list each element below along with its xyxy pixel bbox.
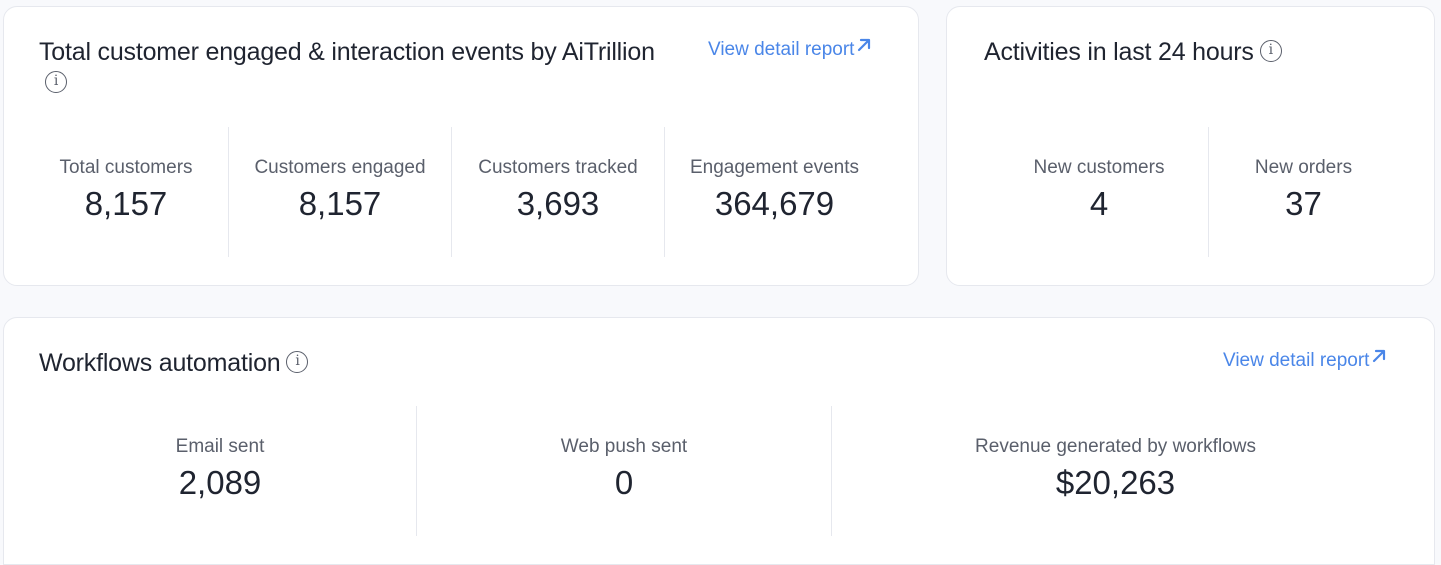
view-detail-report-label: View detail report: [1223, 350, 1370, 372]
stat-value: $20,263: [1055, 464, 1176, 501]
info-icon[interactable]: i: [1259, 40, 1282, 63]
stat-engagement-events: Engagement events 364,679: [664, 127, 884, 257]
stat-value: 8,157: [298, 185, 382, 222]
engagement-card-title: Total customer engaged & interaction eve…: [39, 37, 659, 99]
stat-value: 2,089: [178, 464, 262, 501]
view-detail-report-label: View detail report: [708, 39, 855, 61]
activities-card: Activities in last 24 hours i New custome…: [946, 6, 1435, 286]
stat-value: 37: [1285, 185, 1322, 222]
engagement-stats-row: Total customers 8,157 Customers engaged …: [24, 127, 884, 257]
stat-value: 8,157: [84, 185, 168, 222]
stat-value: 364,679: [714, 185, 835, 222]
stat-label: Engagement events: [689, 157, 859, 178]
stat-customers-engaged: Customers engaged 8,157: [228, 127, 451, 257]
stat-label: New customers: [1033, 157, 1165, 178]
info-icon[interactable]: i: [286, 351, 309, 374]
stat-label: Web push sent: [560, 436, 688, 457]
stat-revenue-generated: Revenue generated by workflows $20,263: [831, 406, 1399, 536]
stat-value: 4: [1089, 185, 1109, 222]
stat-label: Total customers: [59, 157, 193, 178]
stat-web-push-sent: Web push sent 0: [416, 406, 831, 536]
workflows-title-text: Workflows automation: [39, 349, 281, 377]
stat-value: 0: [614, 464, 634, 501]
stat-value: 3,693: [516, 185, 600, 222]
activities-stats-row: New customers 4 New orders 37: [990, 127, 1398, 257]
stat-new-customers: New customers 4: [990, 127, 1208, 257]
workflows-card-title: Workflows automation i: [39, 348, 539, 379]
stat-label: Customers tracked: [478, 157, 638, 178]
engagement-title-text: Total customer engaged & interaction eve…: [39, 38, 655, 66]
activities-title-text: Activities in last 24 hours: [984, 38, 1254, 66]
engagement-card: Total customer engaged & interaction eve…: [3, 6, 919, 286]
view-detail-report-link[interactable]: View detail report: [708, 37, 872, 61]
stat-label: New orders: [1254, 157, 1353, 178]
info-icon[interactable]: i: [45, 71, 67, 94]
view-detail-report-link[interactable]: View detail report: [1223, 348, 1387, 372]
stat-customers-tracked: Customers tracked 3,693: [451, 127, 664, 257]
stat-total-customers: Total customers 8,157: [24, 127, 228, 257]
stat-email-sent: Email sent 2,089: [24, 406, 416, 536]
stat-label: Email sent: [175, 436, 265, 457]
arrow-up-right-icon: [1371, 348, 1387, 370]
stat-label: Customers engaged: [254, 157, 426, 178]
workflows-card: Workflows automation i View detail report…: [3, 317, 1435, 565]
activities-card-title: Activities in last 24 hours i: [984, 37, 1404, 68]
workflows-stats-row: Email sent 2,089 Web push sent 0 Revenue…: [24, 406, 1399, 536]
stat-new-orders: New orders 37: [1208, 127, 1398, 257]
arrow-up-right-icon: [856, 37, 872, 59]
stat-label: Revenue generated by workflows: [975, 436, 1256, 457]
